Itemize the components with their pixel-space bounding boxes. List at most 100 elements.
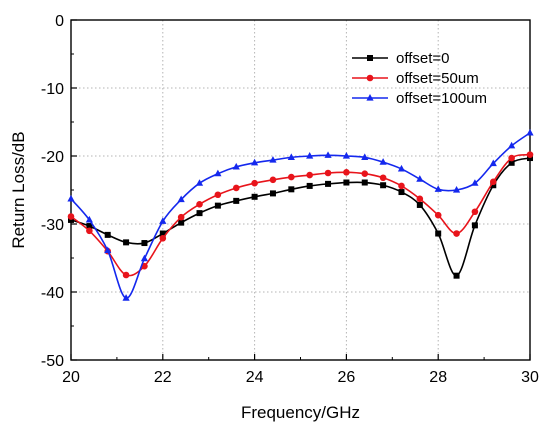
data-point — [269, 190, 276, 197]
data-point — [86, 227, 93, 235]
data-point — [159, 234, 167, 242]
data-point — [140, 254, 149, 262]
y-tick-label: -10 — [41, 81, 64, 98]
data-point — [526, 151, 534, 158]
data-point — [196, 200, 203, 208]
data-point — [435, 230, 442, 237]
data-point — [306, 152, 314, 159]
data-point — [361, 179, 368, 186]
data-point — [452, 186, 461, 193]
data-point — [361, 170, 369, 177]
legend-item-1: offset=0 — [352, 50, 450, 67]
x-tick-label: 22 — [154, 369, 172, 386]
x-tick-label: 30 — [521, 369, 539, 386]
data-point — [67, 194, 75, 202]
data-point — [416, 195, 424, 203]
data-point — [324, 169, 332, 177]
data-point — [324, 151, 332, 158]
data-point — [141, 240, 148, 247]
data-point — [434, 185, 442, 192]
data-point — [269, 176, 277, 184]
data-point — [343, 179, 350, 186]
data-point — [196, 210, 203, 217]
legend-item-2: offset=50um — [352, 70, 479, 87]
data-point — [104, 246, 112, 254]
legend-marker — [366, 94, 374, 101]
data-point — [397, 164, 406, 172]
data-point — [416, 201, 423, 208]
data-point — [232, 184, 240, 192]
data-point — [178, 219, 185, 226]
data-point — [325, 180, 332, 187]
data-point — [471, 179, 479, 186]
data-point — [416, 175, 424, 182]
data-point — [68, 216, 74, 223]
data-point — [85, 215, 93, 223]
legend-marker — [367, 55, 373, 61]
data-point — [251, 193, 258, 200]
data-point — [177, 213, 185, 221]
x-tick-label: 26 — [338, 369, 356, 386]
legend-label: offset=100um — [396, 90, 487, 107]
data-point — [471, 222, 478, 229]
data-point — [490, 182, 497, 189]
data-point — [342, 152, 350, 159]
data-point — [398, 189, 405, 196]
y-tick-label: 0 — [55, 13, 64, 30]
data-point — [508, 154, 515, 162]
legend-label: offset=0 — [396, 50, 450, 67]
series-layer — [67, 128, 534, 301]
x-axis: 20 22 24 26 28 30 — [62, 354, 539, 386]
y-tick-label: -30 — [41, 217, 64, 234]
legend: offset=0 offset=50um offset=100um — [352, 50, 487, 107]
data-point — [214, 191, 222, 199]
y-axis-label: Return Loss/dB — [9, 131, 28, 248]
data-point — [177, 195, 185, 203]
data-point — [232, 162, 240, 170]
data-point — [398, 182, 405, 190]
series-2 — [67, 151, 534, 279]
data-point — [508, 159, 515, 166]
data-point — [122, 294, 130, 301]
data-point — [471, 208, 479, 216]
y-tick-label: -40 — [41, 285, 64, 302]
data-point — [434, 211, 442, 219]
data-point — [287, 153, 295, 160]
y-tick-label: -50 — [41, 353, 64, 370]
data-point — [288, 186, 295, 193]
x-axis-label: Frequency/GHz — [241, 403, 360, 422]
legend-label: offset=50um — [396, 70, 479, 87]
data-point — [214, 169, 222, 177]
data-point — [104, 231, 111, 238]
data-point — [251, 179, 258, 187]
data-point — [251, 158, 259, 166]
data-point — [195, 179, 204, 186]
data-point — [489, 159, 497, 167]
x-tick-label: 24 — [246, 369, 264, 386]
data-point — [343, 169, 350, 176]
series-line — [70, 132, 531, 299]
data-point — [361, 153, 369, 160]
data-point — [306, 171, 313, 179]
data-point — [288, 173, 295, 181]
data-point — [489, 178, 497, 186]
series-3 — [67, 128, 534, 301]
data-point — [380, 182, 387, 189]
data-point — [214, 202, 221, 209]
data-point — [269, 156, 277, 163]
x-tick-label: 20 — [62, 369, 80, 386]
data-point — [123, 239, 130, 246]
x-tick-label: 28 — [429, 369, 447, 386]
series-1 — [68, 155, 533, 279]
data-point — [233, 197, 240, 204]
series-line — [70, 153, 531, 277]
data-point — [379, 174, 387, 182]
data-point — [526, 128, 534, 136]
data-point — [67, 213, 75, 220]
data-point — [122, 271, 130, 279]
y-tick-label: -20 — [41, 149, 64, 166]
y-axis: 0 -10 -20 -30 -40 -50 — [41, 13, 77, 370]
data-point — [159, 217, 167, 224]
data-point — [527, 155, 533, 162]
